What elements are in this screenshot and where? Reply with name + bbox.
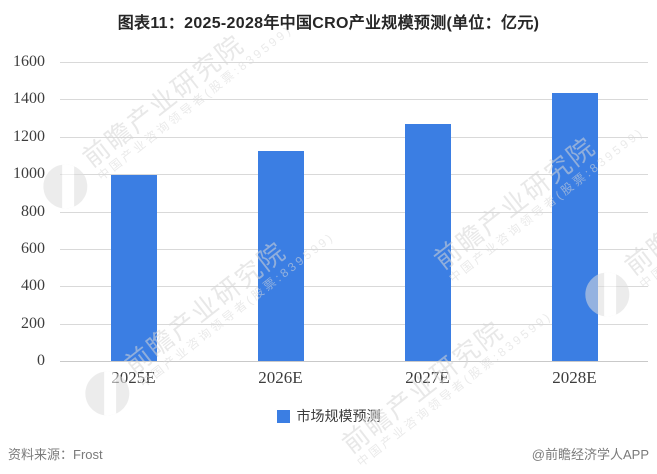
legend-label: 市场规模预测: [296, 408, 381, 424]
footer-source: 资料来源：Frost: [8, 447, 103, 462]
bar-2026E: [257, 150, 304, 361]
y-axis-tick-label: 800: [21, 202, 45, 220]
bar-2025E: [110, 175, 157, 361]
y-axis-tick-label: 400: [21, 277, 45, 295]
legend-swatch-icon: [276, 409, 290, 423]
bar-2028E: [551, 92, 598, 361]
bar-2027E: [404, 123, 451, 361]
gridline: [60, 248, 648, 250]
y-axis-tick-label: 1000: [13, 165, 45, 183]
y-axis-tick-label: 1400: [13, 90, 45, 108]
plot-area: [60, 62, 648, 362]
gridline: [60, 174, 648, 176]
x-axis-label-2028E: 2028E: [552, 368, 597, 387]
y-axis-tick-label: 600: [21, 239, 45, 257]
footer-credit: @前瞻经济学人APP: [531, 447, 649, 462]
gridline: [60, 62, 648, 63]
y-axis-tick-label: 0: [37, 352, 45, 369]
gridline: [60, 136, 648, 138]
x-axis-label-2026E: 2026E: [258, 368, 303, 387]
legend: 市场规模预测: [0, 406, 657, 426]
gridline: [60, 323, 648, 325]
gridline: [60, 211, 648, 213]
x-axis-label-2025E: 2025E: [111, 368, 156, 387]
y-axis-tick-label: 1600: [13, 53, 45, 70]
gridline: [60, 99, 648, 101]
y-axis-tick-label: 1200: [13, 127, 45, 145]
x-axis-label-2027E: 2027E: [405, 368, 450, 387]
y-axis-tick-label: 200: [21, 314, 45, 332]
gridline: [60, 286, 648, 288]
page-title: 图表11：2025-2028年中国CRO产业规模预测(单位：亿元): [117, 15, 540, 32]
